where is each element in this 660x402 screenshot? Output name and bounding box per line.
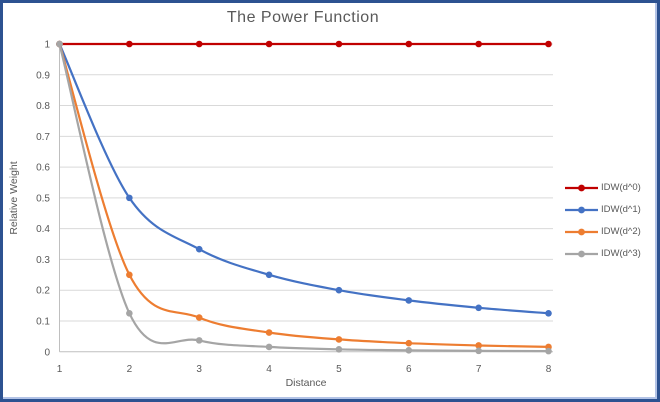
- data-point-marker-1: [335, 286, 343, 294]
- x-axis-title: Distance: [285, 377, 327, 389]
- data-point-marker-3: [195, 337, 203, 344]
- data-point-marker-1: [265, 271, 273, 279]
- data-point-marker-3: [545, 347, 552, 355]
- data-point-marker-2: [195, 314, 203, 321]
- data-point-marker-1: [545, 309, 552, 317]
- legend-item-2: IDW(d^2): [565, 225, 641, 238]
- x-tick-label: 1: [57, 364, 63, 375]
- y-tick-label: 0: [44, 347, 50, 358]
- legend-marker-icon: [565, 228, 598, 235]
- data-point-marker-1: [405, 297, 413, 304]
- y-tick-label: 0.1: [36, 316, 50, 327]
- legend-label: IDW(d^3): [601, 248, 641, 259]
- legend-marker-icon: [565, 184, 598, 191]
- data-point-marker-3: [56, 40, 63, 48]
- x-tick-label: 6: [406, 364, 412, 375]
- data-point-marker-2: [405, 339, 413, 347]
- y-tick-label: 0.6: [36, 163, 50, 174]
- y-tick-label: 0.7: [36, 132, 50, 143]
- data-point-marker-0: [265, 40, 273, 48]
- legend-label: IDW(d^2): [601, 226, 641, 237]
- chart-background: [3, 3, 657, 399]
- y-tick-label: 0.9: [36, 70, 50, 81]
- data-point-marker-2: [475, 342, 482, 349]
- legend-item-3: IDW(d^3): [565, 247, 641, 260]
- y-tick-label: 0.3: [36, 255, 50, 266]
- legend-marker-icon: [565, 250, 598, 257]
- data-point-marker-0: [475, 40, 482, 48]
- legend-item-1: IDW(d^1): [565, 203, 641, 216]
- data-point-marker-1: [195, 245, 203, 253]
- data-point-marker-0: [405, 40, 413, 48]
- legend-marker-icon: [565, 206, 598, 213]
- x-tick-label: 7: [476, 364, 482, 375]
- chart-title: The Power Function: [226, 9, 380, 26]
- x-tick-label: 8: [546, 364, 552, 375]
- x-tick-label: 5: [336, 364, 342, 375]
- y-tick-label: 0.8: [36, 101, 50, 112]
- data-point-marker-2: [265, 329, 273, 336]
- legend-label: IDW(d^1): [601, 204, 641, 215]
- y-tick-label: 1: [44, 40, 50, 51]
- x-tick-label: 2: [127, 364, 133, 375]
- y-axis-title: Relative Weight: [8, 161, 20, 235]
- legend-label: IDW(d^0): [601, 182, 641, 193]
- data-point-marker-2: [126, 271, 133, 279]
- y-tick-label: 0.5: [36, 193, 50, 204]
- data-point-marker-3: [405, 347, 413, 354]
- x-tick-label: 3: [196, 364, 202, 375]
- data-point-marker-1: [475, 304, 482, 312]
- data-point-marker-1: [126, 194, 133, 202]
- data-point-marker-0: [195, 40, 203, 48]
- data-point-marker-0: [126, 40, 133, 48]
- series-line-1: [58, 42, 550, 315]
- y-tick-label: 0.4: [36, 224, 50, 235]
- y-tick-label: 0.2: [36, 286, 50, 297]
- data-point-marker-3: [126, 309, 133, 317]
- legend: IDW(d^0) IDW(d^1) IDW(d^2) IDW(d^3): [565, 181, 641, 260]
- data-point-marker-0: [335, 40, 343, 48]
- data-point-marker-2: [335, 336, 343, 343]
- series-line-2: [58, 42, 550, 348]
- data-point-marker-3: [335, 345, 343, 353]
- data-point-marker-3: [475, 347, 482, 355]
- x-tick-label: 4: [266, 364, 272, 375]
- data-point-marker-3: [265, 343, 273, 351]
- legend-item-0: IDW(d^0): [565, 181, 641, 194]
- data-point-marker-0: [545, 40, 552, 48]
